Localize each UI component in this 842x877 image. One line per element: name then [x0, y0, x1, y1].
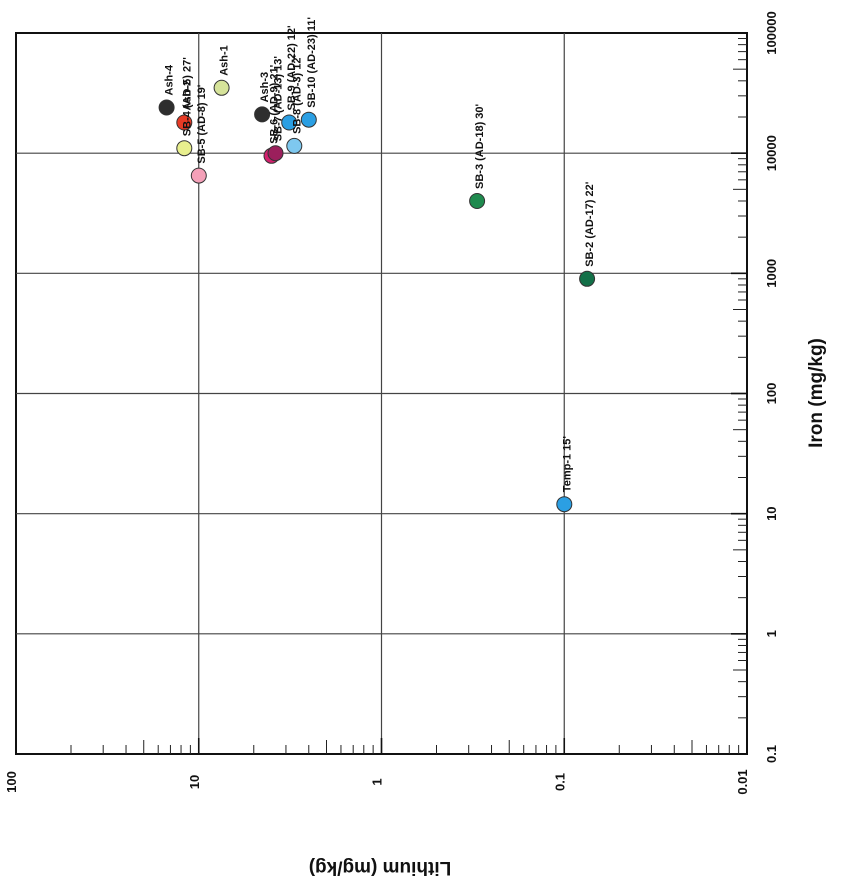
y-tick-label: 10: [187, 775, 202, 789]
data-points: [158, 79, 596, 513]
x-tick-label: 10000: [764, 135, 779, 171]
y-axis-tick-labels: 100 10 1 0.1 0.01: [4, 769, 750, 794]
data-point: [579, 270, 596, 287]
grid-lines: [16, 33, 747, 754]
x-tick-label: 1000: [764, 259, 779, 288]
point-label: Ash-3: [259, 72, 271, 103]
y-tick-label: 0.1: [552, 773, 567, 791]
x-tick-label: 0.1: [764, 745, 779, 763]
x-axis-title: Iron (mg/kg): [806, 338, 827, 448]
point-label: SB-10 (AD-23) 11': [306, 17, 318, 108]
point-label: SB-2 (AD-17) 22': [584, 181, 596, 267]
data-point: [286, 137, 303, 154]
data-point: [176, 140, 193, 157]
data-point: [267, 145, 284, 162]
point-label: SB-9 (AD-22) 12': [286, 25, 298, 111]
data-point: [158, 99, 175, 116]
data-point: [213, 79, 230, 96]
point-label: SB-8 (AD-3) 12': [291, 54, 303, 133]
data-point: [281, 114, 298, 131]
x-tick-label: 100000: [764, 11, 779, 54]
data-point: [176, 114, 193, 131]
point-label: Ash-1: [219, 45, 231, 76]
point-labels: Ash-4 Ash-2 Ash-1 Ash-3 SB-9 (AD-22) 12' SB-1…: [164, 17, 596, 493]
data-point: [556, 496, 573, 513]
minor-ticks: [15, 32, 748, 755]
x-axis-tick-labels: 0.1 1 10 100 1000 10000 100000: [764, 11, 779, 763]
point-label: Temp-1 15': [561, 436, 573, 493]
point-label: SB-3 (AD-18) 30': [474, 103, 486, 189]
x-tick-label: 1: [764, 630, 779, 637]
y-axis-title: Lithium (mg/kg): [309, 857, 451, 877]
data-point: [254, 106, 271, 123]
x-tick-label: 10: [764, 506, 779, 520]
y-tick-label: 1: [370, 778, 385, 785]
point-label: SB-4 (AD-5) 27': [181, 57, 193, 136]
data-point: [469, 193, 486, 209]
point-label: SB-7 (AD-13) 13': [273, 56, 285, 142]
data-point: [300, 111, 317, 128]
data-point: [190, 167, 207, 184]
y-tick-label: 0.01: [735, 769, 750, 794]
x-tick-label: 100: [764, 383, 779, 405]
point-label: SB-6 (AD-9) 21': [269, 64, 281, 143]
point-label: Ash-4: [164, 64, 176, 95]
point-label: Ash-2: [181, 80, 193, 111]
point-label: SB-5 (AD-8) 19': [196, 84, 208, 163]
y-tick-label: 100: [4, 771, 19, 793]
